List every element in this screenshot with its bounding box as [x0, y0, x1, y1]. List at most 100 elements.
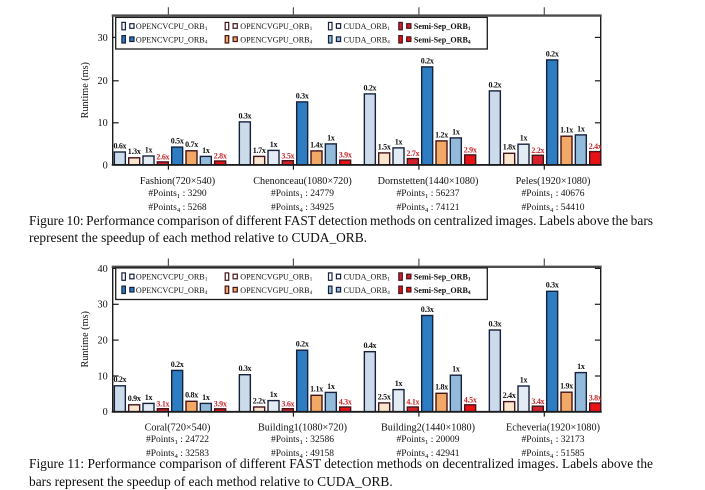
svg-text:4.1x: 4.1x [406, 398, 419, 407]
svg-text:30: 30 [98, 300, 108, 311]
svg-text:#Points1 : 20009: #Points1 : 20009 [397, 435, 460, 446]
svg-text:Semi-Sep_ORB4: Semi-Sep_ORB4 [414, 35, 471, 45]
svg-text:1.8x: 1.8x [435, 383, 448, 392]
svg-text:1x: 1x [577, 124, 585, 133]
svg-text:Semi-Sep_ORB1: Semi-Sep_ORB1 [414, 22, 471, 32]
svg-text:2.4x: 2.4x [503, 391, 516, 400]
svg-text:2.6x: 2.6x [156, 153, 169, 162]
svg-text:0.3x: 0.3x [421, 305, 434, 314]
svg-text:OPENCVCPU_ORB1: OPENCVCPU_ORB1 [136, 22, 208, 32]
svg-text:#Points4 : 42941: #Points4 : 42941 [397, 449, 460, 460]
svg-text:#Points4 : 54410: #Points4 : 54410 [522, 203, 585, 214]
svg-text:1.3x: 1.3x [128, 147, 141, 156]
svg-text:4.3x: 4.3x [339, 398, 352, 407]
svg-text:0.8x: 0.8x [185, 391, 198, 400]
svg-text:OPENCVCPU_ORB4: OPENCVCPU_ORB4 [136, 286, 208, 296]
svg-text:1.5x: 1.5x [378, 142, 391, 151]
svg-text:1x: 1x [270, 140, 278, 149]
svg-text:0.2x: 0.2x [296, 340, 309, 349]
svg-text:1.1x: 1.1x [310, 385, 323, 394]
svg-text:3.6x: 3.6x [281, 399, 294, 408]
svg-text:0.3x: 0.3x [238, 364, 251, 373]
svg-text:10: 10 [98, 118, 108, 129]
svg-text:0.9x: 0.9x [128, 394, 141, 403]
svg-text:1x: 1x [452, 127, 460, 136]
svg-text:1.2x: 1.2x [435, 130, 448, 139]
svg-text:OPENCVGPU_ORB4: OPENCVGPU_ORB4 [240, 286, 312, 296]
svg-text:Dornstetten(1440×1080): Dornstetten(1440×1080) [378, 176, 479, 187]
svg-text:0.5x: 0.5x [171, 137, 184, 146]
svg-text:3.4x: 3.4x [531, 397, 544, 406]
svg-text:20: 20 [98, 336, 108, 347]
svg-text:#Points4 : 49158: #Points4 : 49158 [271, 449, 334, 460]
svg-text:1x: 1x [202, 393, 210, 402]
svg-text:30: 30 [98, 33, 108, 44]
svg-text:1x: 1x [520, 134, 528, 143]
svg-text:4.5x: 4.5x [464, 395, 477, 404]
svg-text:#Points1 : 24722: #Points1 : 24722 [146, 435, 209, 446]
svg-text:1.4x: 1.4x [310, 140, 323, 149]
svg-text:1x: 1x [520, 375, 528, 384]
svg-text:#Points4 : 32583: #Points4 : 32583 [146, 449, 209, 460]
svg-text:1x: 1x [202, 146, 210, 155]
svg-text:1x: 1x [577, 362, 585, 371]
svg-text:Chenonceau(1080×720): Chenonceau(1080×720) [253, 176, 352, 187]
svg-text:0.2x: 0.2x [363, 83, 376, 92]
svg-text:0: 0 [103, 160, 108, 171]
svg-text:1.1x: 1.1x [560, 126, 573, 135]
svg-text:Semi-Sep_ORB1: Semi-Sep_ORB1 [414, 273, 471, 283]
svg-text:0.2x: 0.2x [546, 49, 559, 58]
svg-text:2.4x: 2.4x [589, 142, 602, 151]
svg-text:0.3x: 0.3x [488, 319, 501, 328]
svg-text:2.7x: 2.7x [406, 149, 419, 158]
svg-text:Fashion(720×540): Fashion(720×540) [140, 176, 215, 187]
svg-text:OPENCVGPU_ORB4: OPENCVGPU_ORB4 [240, 35, 312, 45]
svg-text:#Points1 : 32173: #Points1 : 32173 [522, 435, 585, 446]
svg-text:OPENCVGPU_ORB1: OPENCVGPU_ORB1 [240, 22, 312, 32]
svg-text:40: 40 [98, 264, 108, 275]
svg-text:0.3x: 0.3x [238, 111, 251, 120]
svg-text:0.2x: 0.2x [488, 80, 501, 89]
svg-text:1.9x: 1.9x [560, 382, 573, 391]
svg-text:3.8x: 3.8x [589, 394, 602, 403]
svg-text:#Points1 : 56237: #Points1 : 56237 [397, 189, 460, 200]
svg-text:Runtime (ms): Runtime (ms) [80, 311, 91, 367]
svg-text:2.5x: 2.5x [378, 392, 391, 401]
svg-text:0: 0 [103, 407, 108, 418]
svg-text:1.7x: 1.7x [253, 146, 266, 155]
svg-text:3.9x: 3.9x [339, 151, 352, 160]
svg-text:1x: 1x [145, 393, 153, 402]
svg-text:1x: 1x [395, 137, 403, 146]
svg-text:Peles(1920×1080): Peles(1920×1080) [516, 176, 591, 187]
svg-text:0.6x: 0.6x [113, 141, 126, 150]
svg-text:20: 20 [98, 76, 108, 87]
svg-text:#Points1 : 24779: #Points1 : 24779 [271, 189, 334, 200]
svg-text:3.9x: 3.9x [214, 399, 227, 408]
svg-text:0.3x: 0.3x [546, 281, 559, 290]
svg-text:Coral(720×540): Coral(720×540) [145, 422, 211, 433]
svg-text:0.3x: 0.3x [296, 91, 309, 100]
svg-text:1x: 1x [327, 382, 335, 391]
svg-text:3.5x: 3.5x [281, 151, 294, 160]
svg-text:#Points4 : 34925: #Points4 : 34925 [271, 203, 334, 214]
svg-text:0.2x: 0.2x [113, 375, 126, 384]
svg-text:CUDA_ORB1: CUDA_ORB1 [344, 22, 391, 32]
svg-text:CUDA_ORB4: CUDA_ORB4 [344, 286, 391, 296]
svg-text:#Points1 : 40676: #Points1 : 40676 [522, 189, 585, 200]
svg-text:Building1(1080×720): Building1(1080×720) [258, 422, 347, 433]
svg-text:0.4x: 0.4x [363, 341, 376, 350]
svg-text:2.8x: 2.8x [214, 152, 227, 161]
svg-text:1x: 1x [145, 145, 153, 154]
svg-text:OPENCVCPU_ORB4: OPENCVCPU_ORB4 [136, 35, 208, 45]
svg-text:0.7x: 0.7x [185, 140, 198, 149]
svg-text:Building2(1440×1080): Building2(1440×1080) [381, 422, 475, 433]
svg-text:1x: 1x [395, 379, 403, 388]
svg-text:2.2x: 2.2x [253, 396, 266, 405]
svg-text:#Points4 : 74121: #Points4 : 74121 [397, 203, 460, 214]
svg-text:2.2x: 2.2x [531, 146, 544, 155]
svg-text:1x: 1x [270, 390, 278, 399]
svg-text:CUDA_ORB4: CUDA_ORB4 [344, 35, 391, 45]
svg-text:0.2x: 0.2x [421, 56, 434, 65]
svg-text:Echeveria(1920×1080): Echeveria(1920×1080) [506, 422, 600, 433]
svg-text:#Points1 : 32586: #Points1 : 32586 [271, 435, 334, 446]
